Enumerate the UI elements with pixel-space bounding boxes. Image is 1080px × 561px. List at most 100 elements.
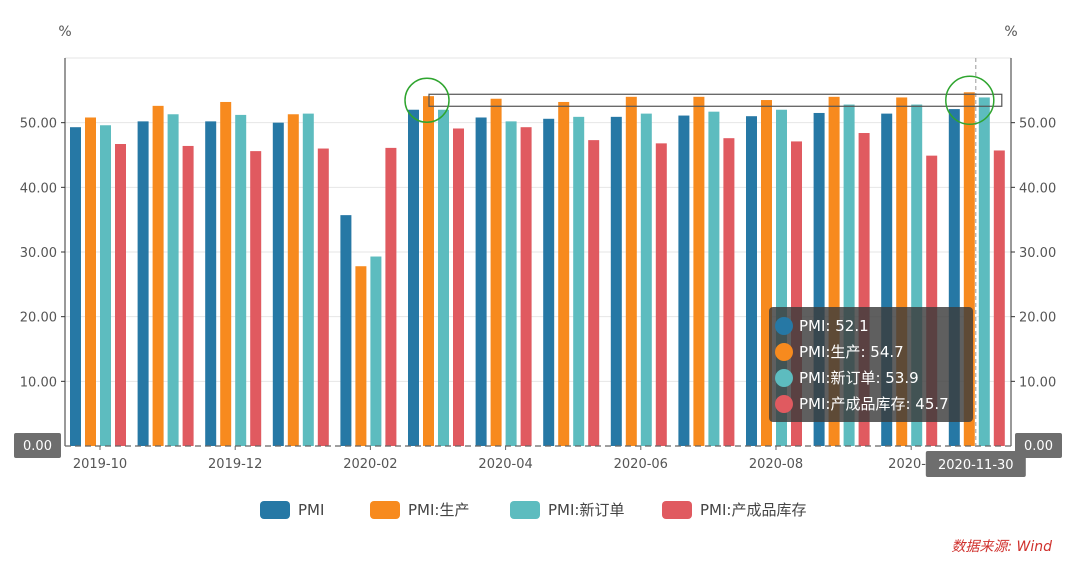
bar [791, 141, 802, 447]
bar [167, 114, 179, 446]
tooltip-swatch [775, 343, 793, 361]
bar [588, 140, 600, 447]
x-tick-label: 2019-12 [208, 457, 262, 472]
bar [693, 96, 705, 447]
bar [505, 121, 517, 446]
bar [746, 116, 757, 446]
bar [423, 96, 434, 447]
annotations: 0.00 0.00 2020-11-30 [14, 58, 1062, 477]
legend-label: PMI:新订单 [548, 501, 624, 519]
bar [115, 144, 126, 447]
bar [152, 105, 164, 446]
bar [385, 147, 397, 447]
bar [220, 101, 232, 447]
bar [302, 113, 314, 446]
bar [85, 117, 96, 446]
highlight-circle-end [945, 75, 995, 126]
highlight-range-box [428, 93, 1003, 107]
bar [723, 138, 735, 447]
y-tick-label-right: 10.00 [1019, 375, 1056, 390]
y-tick-label-left: 40.00 [20, 181, 57, 196]
y-unit-right: % [1004, 24, 1017, 40]
bar [776, 109, 787, 446]
bar [896, 97, 908, 447]
bar [340, 215, 352, 446]
y-tick-label-right: 40.00 [1019, 181, 1056, 196]
bar [625, 96, 637, 447]
bars [70, 92, 1005, 447]
bar [993, 150, 1005, 446]
y-tick-label-left: 30.00 [20, 246, 57, 261]
bar [475, 117, 487, 446]
x-tick-label: 2020-02 [343, 457, 397, 472]
axes: 10.00 10.00 20.00 20.00 30.00 30.00 40.00 40.00… [20, 24, 1056, 472]
bar [235, 114, 247, 446]
bar [182, 145, 194, 447]
bar [640, 113, 652, 446]
bar [978, 97, 990, 447]
legend-swatch [662, 501, 692, 519]
y-unit-left: % [58, 24, 71, 40]
bar [828, 96, 840, 447]
legend-swatch [260, 501, 290, 519]
tooltip-swatch [775, 395, 793, 413]
bar [813, 112, 825, 446]
bar [520, 127, 532, 447]
y-tick-label-right: 30.00 [1019, 246, 1056, 261]
x-tick-label: 2020-04 [478, 457, 532, 472]
tooltip-item: PMI: 52.1 [799, 317, 869, 335]
hover-value-label-right: 0.00 [1024, 439, 1053, 454]
bar [543, 118, 555, 446]
legend-label: PMI [298, 501, 324, 519]
hover-value-label-left: 0.00 [23, 439, 52, 454]
hover-category-pill [925, 451, 1026, 477]
bar [761, 100, 772, 447]
y-tick-label-left: 20.00 [20, 311, 57, 326]
bar [843, 104, 855, 446]
legend: PMI PMI:生产 PMI:新订单 PMI:产成品库存 [260, 501, 806, 519]
highlight-circle-start [404, 77, 450, 124]
bar [678, 115, 690, 446]
tooltip-item: PMI:新订单: 53.9 [799, 369, 919, 387]
tooltip: PMI: 52.1 PMI:生产: 54.7 PMI:新订单: 53.9 PMI:产成… [769, 307, 973, 422]
bar [355, 266, 367, 446]
hover-value-pill-right [1015, 433, 1062, 458]
bar [317, 148, 329, 447]
bar [858, 133, 870, 446]
y-tick-label-left: 10.00 [20, 375, 57, 390]
bar [926, 155, 938, 446]
bar [287, 114, 299, 446]
tooltip-swatch [775, 369, 793, 387]
bar [655, 143, 667, 447]
bar [272, 122, 284, 447]
bar [370, 256, 382, 446]
bar [708, 111, 720, 446]
x-tick-label: 2020-1 [888, 457, 934, 472]
x-tick-label: 2020-08 [749, 457, 803, 472]
bar [408, 109, 419, 446]
bar [137, 121, 149, 446]
tooltip-item: PMI:生产: 54.7 [799, 343, 904, 361]
bar [573, 116, 585, 446]
bar [490, 98, 502, 447]
tooltip-swatch [775, 317, 793, 335]
bar [881, 113, 893, 446]
x-tick-label: 2019-10 [73, 457, 127, 472]
bar [963, 92, 975, 447]
source-note: 数据来源: Wind [951, 539, 1052, 555]
bar [70, 127, 81, 447]
bar [438, 109, 449, 446]
legend-swatch [510, 501, 540, 519]
y-tick-label-right: 50.00 [1019, 117, 1056, 132]
bar [205, 121, 217, 446]
bar [453, 128, 464, 446]
bar [948, 109, 960, 446]
tooltip-item: PMI:产成品库存: 45.7 [799, 395, 949, 413]
bar [100, 125, 111, 447]
x-tick-label: 2020-06 [614, 457, 668, 472]
hover-value-pill-left [14, 433, 61, 458]
legend-swatch [370, 501, 400, 519]
bar [250, 151, 262, 446]
bar [911, 104, 923, 446]
